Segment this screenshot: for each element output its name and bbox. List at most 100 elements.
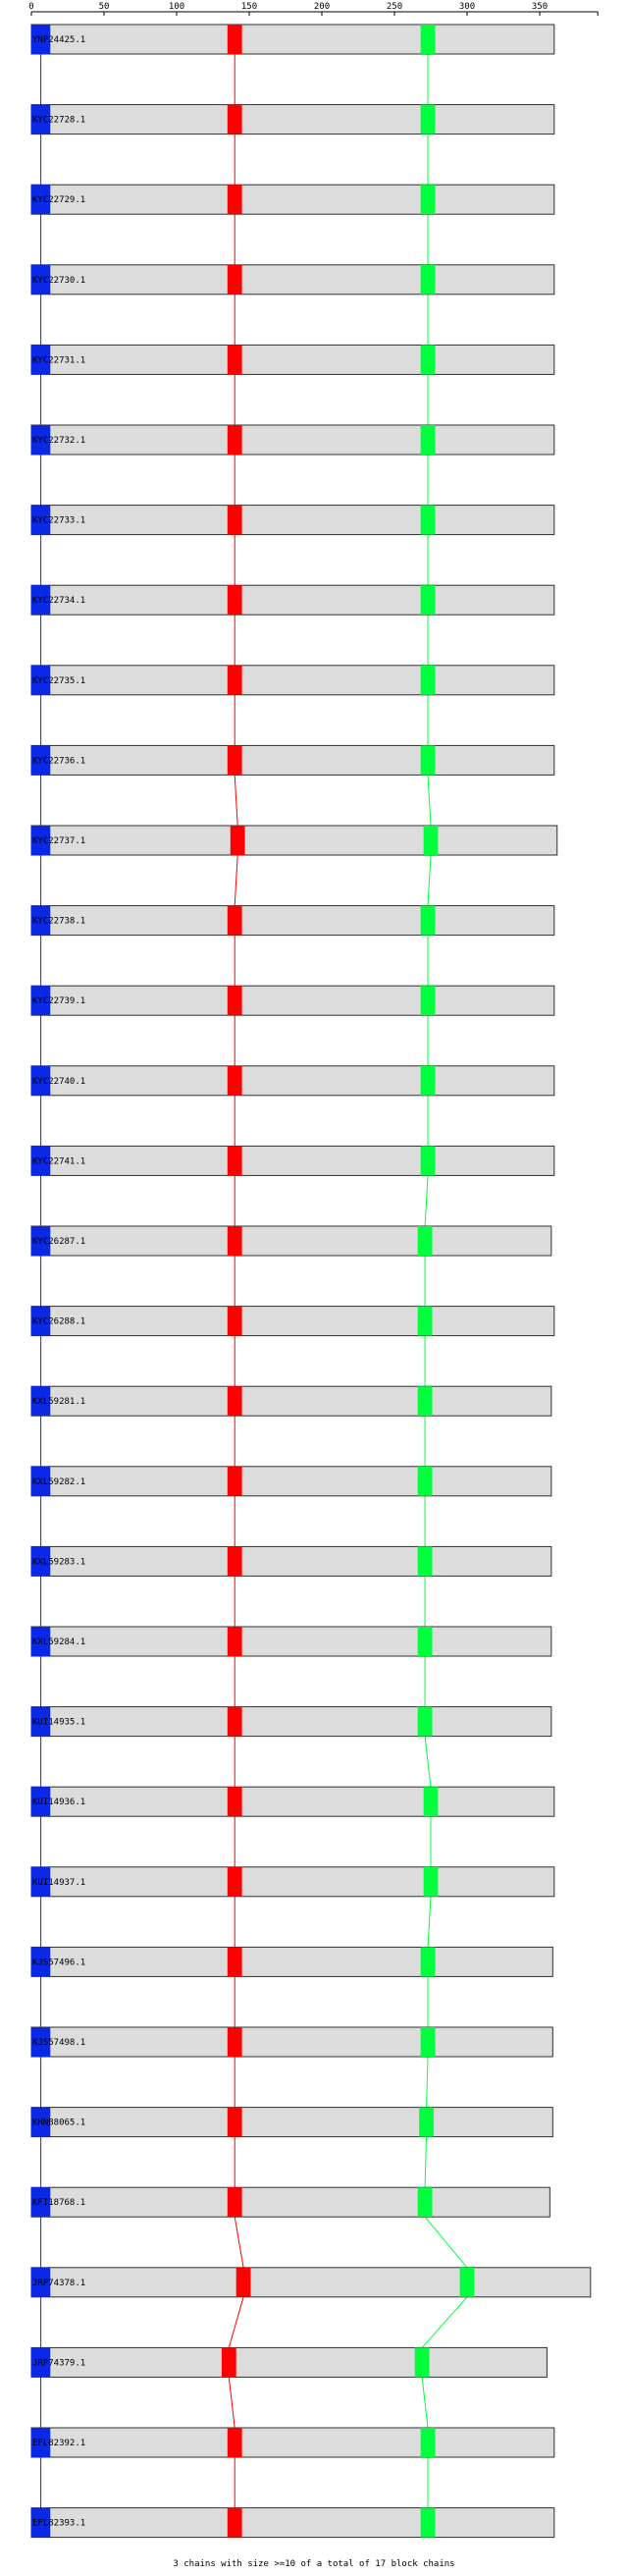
chain-label: KFI18768.1 [32, 2198, 85, 2208]
chain-row: KJS57498.1 [30, 2026, 553, 2058]
conserved-block-3 [420, 2027, 436, 2057]
conserved-block-2 [227, 1706, 242, 1737]
chain-bar [30, 505, 555, 536]
conserved-block-1 [31, 425, 51, 455]
conserved-block-3 [420, 1146, 436, 1176]
axis-tick-label: 50 [99, 2, 110, 12]
block-connector [228, 2377, 236, 2429]
conserved-block-3 [420, 986, 436, 1016]
chain-row: JRP74378.1 [30, 2267, 592, 2298]
conserved-block-2 [227, 345, 242, 375]
chain-label: KHN88065.1 [32, 2119, 85, 2128]
conserved-block-1 [31, 1386, 51, 1417]
axis-tick-label: 100 [169, 2, 184, 12]
chain-label: KYC26287.1 [32, 1237, 85, 1247]
chain-row: KYC22737.1 [30, 825, 558, 856]
conserved-block-3 [420, 2507, 436, 2538]
conserved-block-2 [221, 2347, 236, 2378]
axis-tick-label: 300 [459, 2, 475, 12]
chain-rows: YNP24425.1 KYC22728.1 KYC22729.1 KYC22730.1… [30, 24, 592, 2539]
chain-label: YNP24425.1 [32, 35, 85, 45]
chain-row: JRP74379.1 [30, 2346, 548, 2378]
chain-row: KYC22741.1 [30, 1145, 555, 1176]
block-connector [427, 775, 432, 827]
conserved-block-2 [227, 2507, 242, 2538]
conserved-block-2 [227, 1627, 242, 1656]
position-axis: 0 50 100 150 200 250 300 350 [28, 2, 599, 16]
axis-tick-label: 150 [241, 2, 257, 12]
conserved-block-2 [227, 264, 242, 295]
chain-row: KUI14937.1 [30, 1866, 555, 1898]
chain-row: KUI14935.1 [30, 1706, 552, 1738]
conserved-block-1 [31, 264, 51, 295]
conserved-block-3 [420, 425, 436, 455]
conserved-block-3 [417, 1226, 433, 1256]
conserved-block-1 [31, 986, 51, 1016]
conserved-block-1 [31, 1466, 51, 1496]
conserved-block-3 [420, 505, 436, 535]
chain-row: EFL82392.1 [30, 2427, 555, 2458]
conserved-block-1 [31, 2428, 51, 2457]
conserved-block-1 [31, 905, 51, 936]
conserved-block-1 [31, 665, 51, 695]
conserved-block-2 [227, 585, 242, 616]
chain-bar [30, 2427, 555, 2458]
chain-row: KXL59281.1 [30, 1385, 552, 1417]
conserved-block-1 [31, 1146, 51, 1176]
footer-summary: 3 chains with size >=10 of a total of 17… [173, 2559, 454, 2569]
chain-bar [30, 24, 555, 55]
conserved-block-3 [420, 264, 436, 295]
conserved-block-1 [31, 345, 51, 375]
chain-bar [30, 2026, 553, 2058]
conserved-block-3 [414, 2347, 430, 2378]
conserved-block-3 [420, 345, 436, 375]
conserved-block-1 [31, 1866, 51, 1897]
conserved-block-3 [420, 745, 436, 776]
conserved-block-2 [227, 505, 242, 535]
chain-row: KXL59284.1 [30, 1626, 552, 1657]
chain-row: KYC22731.1 [30, 344, 555, 375]
block-connector [424, 1736, 432, 1788]
chain-label: KYC22732.1 [32, 436, 85, 446]
conserved-block-1 [31, 826, 51, 855]
chain-bar [30, 1706, 552, 1738]
chain-bar [30, 665, 555, 696]
chain-row: KYC22738.1 [30, 905, 555, 937]
conserved-block-2 [227, 1947, 242, 1977]
conserved-block-3 [420, 104, 436, 134]
conserved-block-1 [31, 1947, 51, 1977]
chain-bar [30, 2346, 548, 2378]
chain-label: KYC22736.1 [32, 756, 85, 766]
chain-row: KYC26287.1 [30, 1225, 552, 1257]
conserved-block-3 [417, 1466, 433, 1496]
conserved-block-3 [417, 1546, 433, 1577]
conserved-block-2 [227, 1546, 242, 1577]
chain-label: KYC22728.1 [32, 116, 85, 126]
chain-bar [30, 264, 555, 295]
chain-label: KYC22733.1 [32, 516, 85, 526]
chain-row: KYC22730.1 [30, 264, 555, 295]
chain-row: EFL82393.1 [30, 2507, 555, 2539]
conserved-block-3 [420, 2428, 436, 2457]
chain-bar [30, 2186, 550, 2218]
chain-bar [30, 184, 555, 215]
conserved-block-2 [236, 2267, 251, 2297]
conserved-block-2 [227, 2107, 242, 2137]
axis-tick-label: 250 [387, 2, 402, 12]
chain-row: KJS57496.1 [30, 1946, 553, 1977]
conserved-block-3 [420, 665, 436, 695]
conserved-block-2 [227, 425, 242, 455]
chain-row: KXL59283.1 [30, 1545, 552, 1577]
conserved-block-1 [31, 2107, 51, 2137]
conserved-block-3 [420, 1065, 436, 1096]
conserved-block-3 [420, 25, 436, 54]
chain-row: KYC22740.1 [30, 1065, 555, 1097]
conserved-block-2 [227, 25, 242, 54]
chain-label: KXL59281.1 [32, 1397, 85, 1407]
chain-row: KYC22728.1 [30, 104, 555, 135]
axis-tick-label: 0 [28, 2, 33, 12]
conserved-block-2 [227, 905, 242, 936]
conserved-block-1 [31, 1706, 51, 1737]
conserved-block-1 [31, 2187, 51, 2218]
